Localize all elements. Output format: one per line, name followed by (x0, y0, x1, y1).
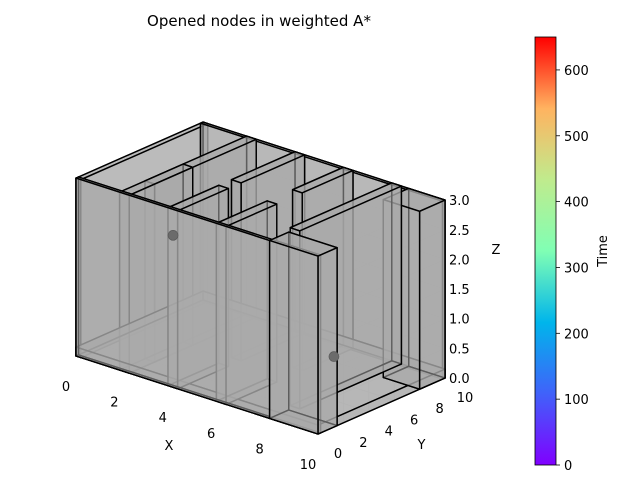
y-tick-label: 8 (435, 402, 443, 417)
y-tick-label: 4 (385, 425, 393, 440)
z-tick-label: 2.5 (449, 224, 470, 239)
chart-title: Opened nodes in weighted A* (147, 12, 371, 30)
z-axis-label: Z (492, 243, 501, 258)
opened-node-group (167, 230, 340, 362)
x-tick-label: 6 (207, 427, 215, 442)
obstacle-face (317, 246, 338, 435)
z-tick-labels: 0.0 0.5 1.0 1.5 2.0 2.5 3.0 (449, 194, 470, 387)
colorbar-tick-label: 500 (564, 130, 589, 145)
y-tick-label: 0 (334, 447, 342, 462)
x-tick-label: 2 (110, 396, 118, 411)
colorbar-label: Time (596, 235, 611, 268)
obstacle-box (268, 231, 338, 435)
x-tick-label: 0 (62, 380, 70, 395)
obstacle-box (75, 176, 322, 435)
colorbar-tick-label: 200 (564, 327, 589, 342)
z-tick-label: 2.0 (449, 253, 470, 268)
z-tick-label: 0.0 (449, 372, 470, 387)
colorbar-tick-label: 600 (564, 64, 589, 79)
obstacle-group (75, 121, 446, 435)
colorbar-tick-label: 400 (564, 196, 589, 211)
opened-node (167, 230, 179, 241)
colorbar-gradient (534, 36, 557, 466)
x-tick-labels: 0 2 4 6 8 10 (62, 380, 316, 473)
colorbar-tick-label: 0 (564, 459, 572, 474)
y-tick-label: 10 (457, 391, 474, 406)
z-tick-label: 3.0 (449, 194, 470, 209)
z-tick-label: 1.5 (449, 283, 470, 298)
obstacle-face (268, 239, 319, 435)
colorbar-tick-label: 100 (564, 393, 589, 408)
z-tick-label: 0.5 (449, 342, 470, 357)
x-tick-label: 4 (159, 411, 167, 426)
y-tick-label: 6 (410, 413, 418, 428)
obstacle-face (418, 199, 446, 390)
z-tick-label: 1.0 (449, 313, 470, 328)
y-tick-labels: 0 2 4 6 8 10 (334, 391, 473, 462)
colorbar-ticks: 0 100 200 300 400 500 600 (556, 64, 589, 474)
opened-node (328, 351, 340, 362)
x-axis-label: X (165, 439, 174, 454)
y-tick-label: 2 (359, 436, 367, 451)
x-tick-label: 10 (300, 458, 317, 473)
x-tick-label: 8 (255, 442, 263, 457)
colorbar-tick-label: 300 (564, 261, 589, 276)
y-axis-label: Y (417, 438, 426, 453)
